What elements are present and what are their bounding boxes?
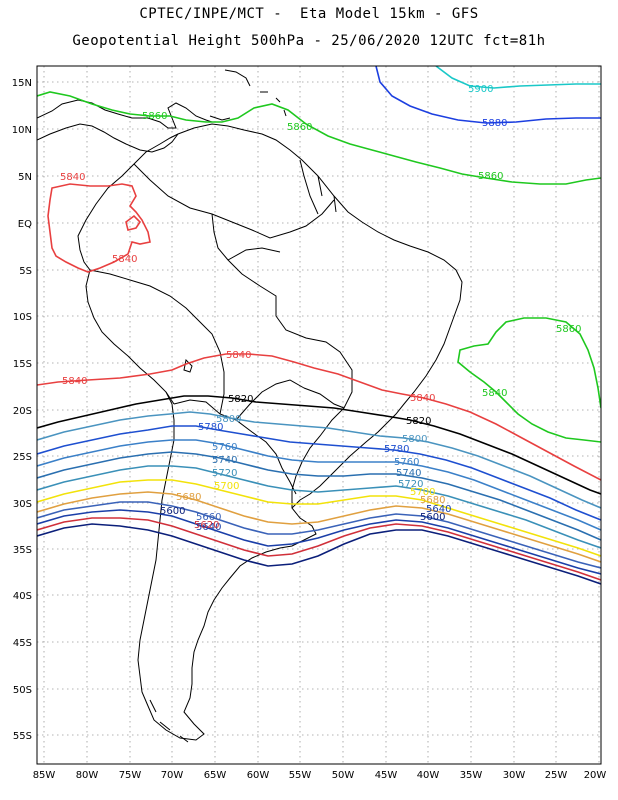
label-5820-w: 5820 bbox=[228, 394, 253, 405]
lat-label: 55S bbox=[13, 731, 32, 742]
label-5600-w: 5600 bbox=[160, 506, 185, 517]
contour-5600 bbox=[37, 523, 601, 585]
lat-label: 20S bbox=[13, 406, 32, 417]
contour-5840-northwest bbox=[47, 183, 151, 273]
contour-5840-inner bbox=[125, 214, 142, 231]
contour-5860-east bbox=[457, 317, 601, 443]
label-5700-e: 5700 bbox=[410, 487, 435, 498]
label-5880: 5880 bbox=[482, 118, 507, 129]
label-5800-w: 5800 bbox=[216, 414, 241, 425]
lon-label: 30W bbox=[503, 770, 526, 781]
map-title: CPTEC/INPE/MCT - Eta Model 15km - GFS bbox=[139, 6, 479, 22]
contour-5900 bbox=[435, 66, 601, 89]
central-america-pacific bbox=[37, 123, 179, 153]
lon-label: 85W bbox=[33, 770, 56, 781]
lat-label: 10N bbox=[12, 125, 32, 136]
contour-labels: 5900 5880 5860 5860 5860 5860 5840 5840 … bbox=[60, 84, 581, 533]
lon-label: 20W bbox=[584, 770, 607, 781]
lon-label: 35W bbox=[460, 770, 483, 781]
label-5840-s1: 5840 bbox=[62, 376, 87, 387]
label-5860-n3: 5860 bbox=[478, 171, 503, 182]
label-5840-nw1: 5840 bbox=[60, 172, 85, 183]
label-5860-n2: 5860 bbox=[287, 122, 312, 133]
lon-label: 40W bbox=[417, 770, 440, 781]
contour-5860-north bbox=[37, 91, 601, 185]
label-5840-s2: 5840 bbox=[226, 350, 251, 361]
contour-lines bbox=[37, 66, 601, 585]
label-5600-e: 5600 bbox=[420, 512, 445, 523]
lat-label: EQ bbox=[18, 219, 32, 230]
caribbean-islands bbox=[209, 69, 287, 121]
label-5860-n1: 5860 bbox=[142, 111, 167, 122]
label-5900: 5900 bbox=[468, 84, 493, 95]
label-5740-w: 5740 bbox=[212, 455, 237, 466]
lon-label: 60W bbox=[247, 770, 270, 781]
lat-label: 50S bbox=[13, 685, 32, 696]
coastlines bbox=[37, 69, 463, 743]
south-america-coast bbox=[77, 123, 463, 741]
label-5640-w: 5640 bbox=[196, 522, 221, 533]
map-grid bbox=[37, 66, 601, 764]
lat-label: 45S bbox=[13, 638, 32, 649]
label-5620-w: 5620 bbox=[194, 520, 219, 531]
contour-5760 bbox=[37, 439, 601, 531]
plot-frame bbox=[36, 65, 602, 765]
lon-label: 75W bbox=[119, 770, 142, 781]
lat-label: 25S bbox=[13, 452, 32, 463]
lat-label: 35S bbox=[13, 545, 32, 556]
lat-label: 15N bbox=[12, 78, 32, 89]
contour-5880 bbox=[375, 66, 601, 124]
contour-5840-south bbox=[37, 353, 601, 481]
label-5660-w: 5660 bbox=[196, 512, 221, 523]
label-5860-e: 5860 bbox=[556, 324, 581, 335]
lat-label: 5S bbox=[19, 266, 32, 277]
longitude-labels: 85W 80W 75W 70W 65W 60W 55W 50W 45W 40W … bbox=[33, 770, 607, 781]
lake-titicaca bbox=[183, 358, 193, 373]
lon-label: 70W bbox=[161, 770, 184, 781]
contour-5820 bbox=[37, 395, 601, 495]
label-5780-w: 5780 bbox=[198, 422, 223, 433]
lon-label: 65W bbox=[204, 770, 227, 781]
contour-5620 bbox=[37, 517, 601, 581]
map-subtitle: Geopotential Height 500hPa - 25/06/2020 … bbox=[72, 33, 546, 49]
lon-label: 45W bbox=[375, 770, 398, 781]
label-5680-e: 5680 bbox=[420, 495, 445, 506]
label-5780-e: 5780 bbox=[384, 444, 409, 455]
contour-5740 bbox=[37, 451, 601, 541]
lon-label: 50W bbox=[332, 770, 355, 781]
contour-5700 bbox=[37, 479, 601, 557]
lon-label: 80W bbox=[76, 770, 99, 781]
label-5720-w: 5720 bbox=[212, 468, 237, 479]
lon-label: 55W bbox=[289, 770, 312, 781]
contour-5660 bbox=[37, 501, 601, 569]
lat-label: 15S bbox=[13, 359, 32, 370]
label-5720-e: 5720 bbox=[398, 479, 423, 490]
contour-5800 bbox=[37, 411, 601, 509]
contour-5720 bbox=[37, 465, 601, 549]
label-5680-w: 5680 bbox=[176, 492, 201, 503]
label-5820-e: 5820 bbox=[406, 416, 431, 427]
contour-5780 bbox=[37, 425, 601, 521]
lat-label: 5N bbox=[18, 172, 32, 183]
label-5840-e: 5840 bbox=[482, 388, 507, 399]
label-5640-e: 5640 bbox=[426, 504, 451, 515]
contour-5640 bbox=[37, 509, 601, 575]
central-america-coast bbox=[37, 99, 213, 129]
label-5740-e: 5740 bbox=[396, 468, 421, 479]
lat-label: 10S bbox=[13, 312, 32, 323]
label-5760-e: 5760 bbox=[394, 457, 419, 468]
contour-5680 bbox=[37, 491, 601, 563]
label-5700-w: 5700 bbox=[214, 481, 239, 492]
southern-islands bbox=[149, 699, 189, 743]
lat-label: 30S bbox=[13, 499, 32, 510]
lat-label: 40S bbox=[13, 591, 32, 602]
label-5760-w: 5760 bbox=[212, 442, 237, 453]
label-5840-s3: 5840 bbox=[410, 393, 435, 404]
label-5800-e: 5800 bbox=[402, 434, 427, 445]
lon-label: 25W bbox=[545, 770, 568, 781]
label-5840-nw2: 5840 bbox=[112, 254, 137, 265]
latitude-labels: 15N 10N 5N EQ 5S 10S 15S 20S 25S 30S 35S… bbox=[12, 78, 32, 742]
